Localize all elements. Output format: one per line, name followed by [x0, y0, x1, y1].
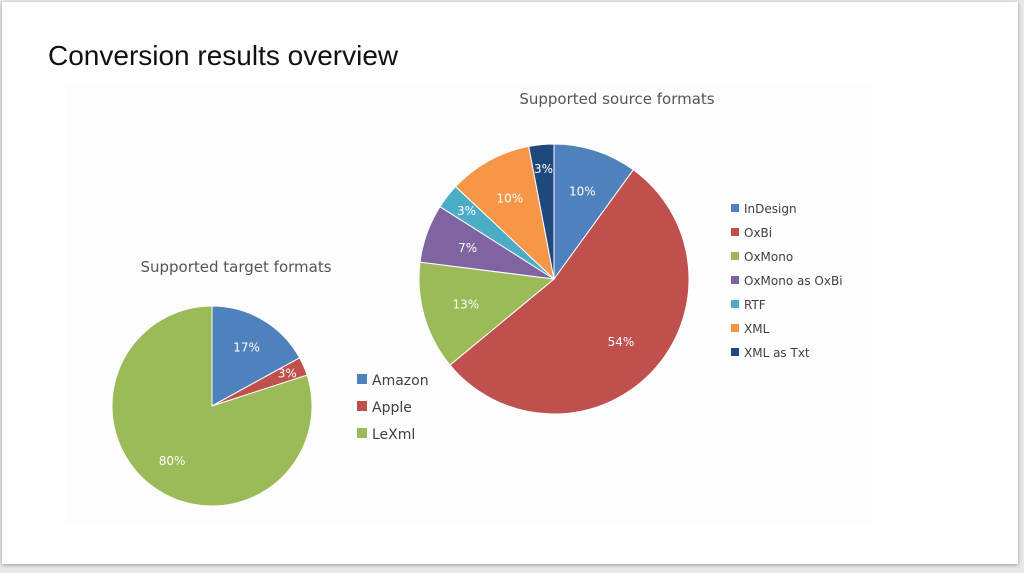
slice-label-oxmono-as-oxbi: 7% [458, 241, 477, 255]
slice-label-rtf: 3% [457, 204, 476, 218]
slice-label-lexml: 80% [159, 454, 186, 468]
legend-label-rtf: RTF [744, 298, 766, 312]
legend-label-indesign: InDesign [744, 202, 797, 216]
pie-slice-xml [454, 145, 555, 281]
pie-slice-amazon [211, 305, 301, 407]
pie-slice-oxbi [449, 169, 690, 415]
legend-label-xml: XML [744, 322, 770, 336]
slide-title: Conversion results overview [48, 40, 399, 71]
legend-label-oxmono-as-oxbi: OxMono as OxBi [744, 274, 843, 288]
slice-label-oxbi: 54% [608, 335, 635, 349]
pie-slice-lexml [111, 305, 313, 507]
legend-swatch-lexml [357, 428, 367, 438]
legend-swatch-xml-as-txt [731, 348, 739, 356]
legend-swatch-oxbi [731, 228, 739, 236]
pie-slice-indesign [553, 143, 635, 281]
target-chart-title: Supported target formats [140, 258, 331, 276]
legend-label-apple: Apple [372, 400, 412, 416]
pie-slice-oxmono [418, 261, 556, 366]
target-formats-chart: Supported target formats 17% 3% 80% Amazon A… [111, 258, 429, 507]
legend-swatch-oxmono-as-oxbi [731, 276, 739, 284]
legend-swatch-xml [731, 324, 739, 332]
slice-label-oxmono: 13% [453, 298, 480, 312]
pie-slice-xml-as-txt [528, 143, 555, 280]
legend-label-xml-as-txt: XML as Txt [744, 346, 810, 360]
legend-swatch-rtf [731, 300, 739, 308]
legend-label-oxmono: OxMono [744, 250, 793, 264]
slice-label-xml-as-txt: 3% [534, 162, 553, 176]
slice-label-indesign: 10% [569, 185, 596, 199]
legend-swatch-oxmono [731, 252, 739, 260]
legend-label-amazon: Amazon [372, 373, 429, 389]
source-formats-chart: Supported source formats 10% 54% 13% 7% 3% 10… [418, 90, 843, 415]
legend-swatch-amazon [357, 374, 367, 384]
legend-label-lexml: LeXml [372, 427, 415, 443]
slice-label-apple: 3% [278, 366, 297, 380]
slice-label-amazon: 17% [233, 340, 260, 354]
source-chart-title: Supported source formats [519, 90, 714, 108]
legend-label-oxbi: OxBi [744, 226, 772, 240]
slice-label-xml: 10% [496, 192, 523, 206]
legend-swatch-indesign [731, 204, 739, 212]
legend-swatch-apple [357, 401, 367, 411]
